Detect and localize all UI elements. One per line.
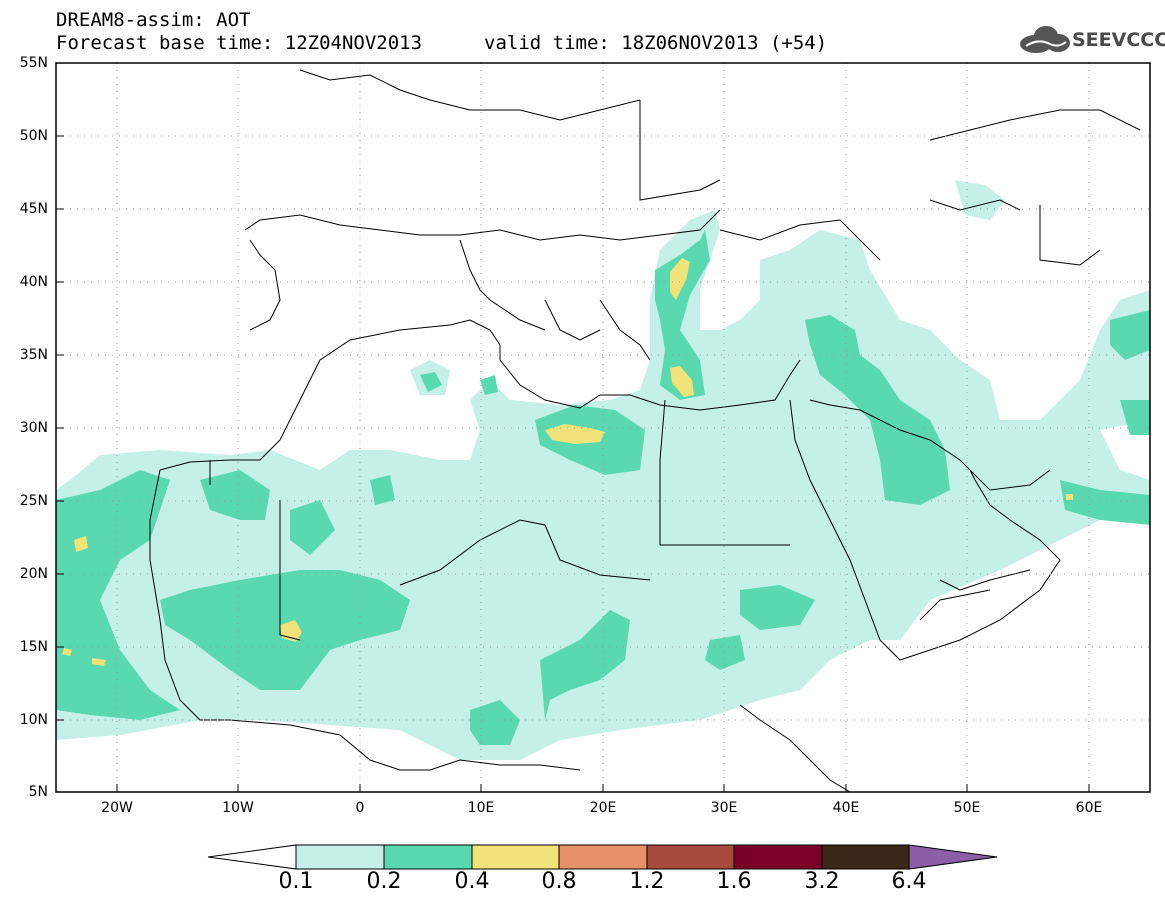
lat-label-5n: 5N <box>28 784 48 800</box>
lat-label-55n: 55N <box>19 55 48 71</box>
colorbar-bin-1-6 <box>733 844 823 870</box>
lat-label-20n: 20N <box>19 566 48 582</box>
aot-level-0-4 <box>56 230 1150 745</box>
coastlines <box>149 69 1141 792</box>
colorbar-bin-1-2 <box>646 844 735 870</box>
graticule <box>56 63 1150 792</box>
logo-text: SEEVCCC <box>1072 29 1165 51</box>
colorbar-label-3-2: 3.2 <box>804 869 840 894</box>
cloud-icon <box>1020 26 1070 53</box>
lat-label-30n: 30N <box>19 420 48 436</box>
lon-label-40e: 40E <box>832 800 860 816</box>
colorbar-label-6-4: 6.4 <box>891 869 927 894</box>
colorbar-bin-0-8 <box>558 844 648 870</box>
colorbar-bin-0-1 <box>295 844 385 870</box>
colorbar-label-0-2: 0.2 <box>366 869 402 894</box>
title-base-time: Forecast base time: 12Z04NOV2013 <box>56 32 423 54</box>
colorbar-label-1-6: 1.6 <box>716 869 752 894</box>
title-valid-time: valid time: 18Z06NOV2013 (+54) <box>484 32 828 54</box>
lat-label-10n: 10N <box>19 712 48 728</box>
colorbar-bin-3-2 <box>821 844 910 870</box>
colorbar-label-0-8: 0.8 <box>541 869 577 894</box>
colorbar <box>207 844 998 870</box>
lon-label-20w: 20W <box>101 800 133 816</box>
colorbar-label-0-4: 0.4 <box>454 869 490 894</box>
lon-label-50e: 50E <box>953 800 981 816</box>
colorbar-label-0-1: 0.1 <box>278 869 314 894</box>
lat-label-45n: 45N <box>19 201 48 217</box>
colorbar-over-arrow <box>908 844 998 870</box>
title-model: DREAM8-assim: AOT <box>56 9 251 31</box>
lat-label-40n: 40N <box>19 274 48 290</box>
lon-label-20e: 20E <box>589 800 617 816</box>
colorbar-label-1-2: 1.2 <box>629 869 665 894</box>
aot-fields <box>56 69 1150 792</box>
lat-label-50n: 50N <box>19 128 48 144</box>
lon-label-60e: 60E <box>1075 800 1103 816</box>
lon-label-0: 0 <box>355 800 365 816</box>
axis-ticks <box>56 62 1090 793</box>
lon-label-10w: 10W <box>222 800 254 816</box>
lon-label-10e: 10E <box>467 800 495 816</box>
lat-label-25n: 25N <box>19 493 48 509</box>
colorbar-bin-0-2 <box>383 844 473 870</box>
lat-label-35n: 35N <box>19 347 48 363</box>
lat-label-15n: 15N <box>19 639 48 655</box>
colorbar-under-arrow <box>207 844 297 870</box>
colorbar-bin-0-4 <box>471 844 560 870</box>
lon-label-30e: 30E <box>710 800 738 816</box>
